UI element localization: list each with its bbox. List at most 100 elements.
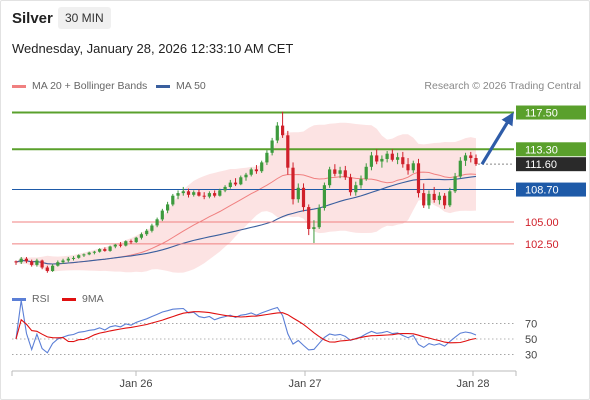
candle-body [113, 244, 117, 247]
ma50-swatch [156, 84, 170, 88]
candle [469, 151, 473, 163]
legend-rsi: RSI [12, 293, 50, 305]
candle-body [307, 207, 311, 229]
candle [260, 160, 264, 173]
candlesticks [14, 111, 478, 273]
candle [338, 166, 342, 179]
candle-body [296, 187, 300, 200]
level-label-102.50: 102.50 [525, 239, 559, 251]
candle [213, 190, 217, 198]
legend-rsi-ma: 9MA [62, 293, 104, 305]
candle [113, 243, 117, 249]
candle-body [244, 174, 248, 178]
candle-body [385, 153, 389, 159]
candle [77, 254, 81, 259]
candle-body [14, 261, 18, 263]
candle-body [427, 193, 431, 206]
candle-body [155, 219, 159, 226]
candle-body [45, 267, 49, 271]
candle [443, 193, 447, 209]
candle-body [286, 135, 290, 168]
candle-body [134, 237, 138, 243]
legend-ma50: MA 50 [156, 80, 206, 92]
candle-body [171, 195, 175, 205]
candle [186, 188, 191, 198]
candle [249, 167, 253, 177]
legend-ma20: MA 20 + Bollinger Bands [12, 80, 147, 92]
candle [145, 228, 149, 236]
candle-body [333, 169, 337, 174]
candle-body [82, 254, 86, 256]
ma50-line [15, 175, 477, 265]
candle-body [260, 162, 264, 172]
level-tag-113.30 [516, 142, 586, 157]
candle-body [228, 182, 232, 187]
candle [228, 179, 232, 189]
candle [396, 152, 400, 165]
rsi-line [15, 300, 477, 354]
candle [108, 245, 112, 252]
rsi-tick-30: 30 [525, 349, 537, 361]
candle-body [150, 225, 154, 231]
candle-body [160, 210, 164, 220]
candle [71, 256, 76, 261]
candle-body [77, 255, 81, 258]
candle [66, 256, 70, 263]
candle-body [416, 163, 421, 194]
ma20-swatch [12, 84, 26, 88]
candle [176, 190, 180, 200]
candle-body [270, 140, 274, 153]
candle-body [301, 187, 306, 208]
bollinger-band-area [16, 122, 476, 273]
candle-body [448, 191, 452, 206]
candle [155, 217, 159, 228]
candle-body [145, 230, 149, 235]
candle-body [265, 152, 269, 163]
candle [296, 183, 300, 203]
candle-body [275, 125, 279, 141]
candle [385, 151, 389, 163]
candle [307, 204, 311, 236]
candle [19, 256, 23, 264]
candle-body [432, 193, 436, 200]
rsi-tick-50: 50 [525, 334, 537, 346]
candle-body [213, 193, 217, 196]
candle [354, 181, 358, 196]
candle-body [249, 169, 253, 175]
candle-body [30, 261, 34, 265]
timeframe-selector[interactable]: 30 MIN [58, 7, 111, 29]
candle-body [401, 157, 405, 165]
level-label-111.60: 111.60 [525, 159, 557, 171]
candle-body [453, 176, 457, 192]
candle [437, 192, 441, 205]
time-tick-label: Jan 27 [288, 378, 321, 390]
candle-body [443, 195, 447, 206]
candle [375, 149, 379, 165]
candle [30, 259, 34, 267]
candle [348, 173, 353, 196]
candle [124, 240, 128, 247]
legend-rsi-label: RSI [32, 293, 50, 305]
candle-body [463, 155, 468, 161]
candle [45, 265, 49, 273]
candle-body [129, 241, 133, 243]
candle [35, 258, 39, 267]
candle-body [103, 249, 107, 251]
candle [82, 253, 86, 257]
legend-rsi-ma-label: 9MA [82, 293, 104, 305]
candle [463, 152, 468, 166]
candle [333, 164, 337, 177]
rsi-tick-70: 70 [525, 319, 537, 331]
forecast-arrow-line [480, 112, 514, 166]
legend-ma50-label: MA 50 [176, 80, 206, 92]
candle-body [176, 193, 180, 196]
candle [192, 190, 196, 197]
rsi-swatch [12, 297, 26, 301]
rsi-ma-swatch [62, 297, 76, 301]
candle [328, 166, 332, 188]
rsi-ma-line [15, 311, 477, 344]
candle-body [406, 164, 410, 171]
candle-body [422, 193, 426, 206]
bollinger-bands [16, 122, 476, 273]
candle-body [359, 179, 363, 186]
